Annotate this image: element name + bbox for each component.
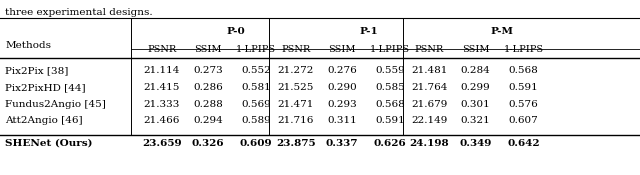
Text: 0.276: 0.276 (327, 66, 356, 75)
Text: Pix2Pix [38]: Pix2Pix [38] (5, 66, 68, 75)
Text: 1-LPIPS: 1-LPIPS (504, 44, 543, 54)
Text: 0.607: 0.607 (509, 116, 538, 125)
Text: 0.569: 0.569 (241, 100, 271, 109)
Text: 0.290: 0.290 (327, 83, 356, 92)
Text: PSNR: PSNR (281, 44, 310, 54)
Text: Att2Angio [46]: Att2Angio [46] (5, 116, 83, 125)
Text: 21.272: 21.272 (278, 66, 314, 75)
Text: 0.552: 0.552 (241, 66, 271, 75)
Text: 21.114: 21.114 (144, 66, 180, 75)
Text: SSIM: SSIM (195, 44, 221, 54)
Text: SSIM: SSIM (462, 44, 489, 54)
Text: 0.568: 0.568 (375, 100, 404, 109)
Text: 0.284: 0.284 (461, 66, 490, 75)
Text: 21.466: 21.466 (144, 116, 180, 125)
Text: 0.326: 0.326 (192, 139, 224, 148)
Text: 0.581: 0.581 (241, 83, 271, 92)
Text: 0.591: 0.591 (375, 116, 404, 125)
Text: 21.471: 21.471 (278, 100, 314, 109)
Text: 24.198: 24.198 (410, 139, 449, 148)
Text: 0.585: 0.585 (375, 83, 404, 92)
Text: 0.286: 0.286 (193, 83, 223, 92)
Text: Fundus2Angio [45]: Fundus2Angio [45] (5, 100, 106, 109)
Text: PSNR: PSNR (415, 44, 444, 54)
Text: 21.481: 21.481 (412, 66, 447, 75)
Text: 21.415: 21.415 (144, 83, 180, 92)
Text: 23.875: 23.875 (276, 139, 316, 148)
Text: P-0: P-0 (226, 27, 245, 36)
Text: 0.589: 0.589 (241, 116, 271, 125)
Text: 21.333: 21.333 (144, 100, 180, 109)
Text: 22.149: 22.149 (412, 116, 447, 125)
Text: 0.273: 0.273 (193, 66, 223, 75)
Text: P-1: P-1 (359, 27, 378, 36)
Text: 21.525: 21.525 (278, 83, 314, 92)
Text: 0.299: 0.299 (461, 83, 490, 92)
Text: PSNR: PSNR (147, 44, 177, 54)
Text: Pix2PixHD [44]: Pix2PixHD [44] (5, 83, 86, 92)
Text: three experimental designs.: three experimental designs. (5, 8, 153, 17)
Text: 0.294: 0.294 (193, 116, 223, 125)
Text: 0.591: 0.591 (509, 83, 538, 92)
Text: 23.659: 23.659 (142, 139, 182, 148)
Text: 0.609: 0.609 (240, 139, 272, 148)
Text: SSIM: SSIM (328, 44, 355, 54)
Text: 1-LPIPS: 1-LPIPS (236, 44, 276, 54)
Text: 0.293: 0.293 (327, 100, 356, 109)
Text: 0.559: 0.559 (375, 66, 404, 75)
Text: 0.288: 0.288 (193, 100, 223, 109)
Text: 0.349: 0.349 (460, 139, 492, 148)
Text: 21.679: 21.679 (412, 100, 447, 109)
Text: 0.301: 0.301 (461, 100, 490, 109)
Text: 0.337: 0.337 (326, 139, 358, 148)
Text: 1-LPIPS: 1-LPIPS (370, 44, 410, 54)
Text: 21.764: 21.764 (412, 83, 447, 92)
Text: 0.642: 0.642 (508, 139, 540, 148)
Text: SHENet (Ours): SHENet (Ours) (5, 139, 93, 148)
Text: Methods: Methods (5, 41, 51, 50)
Text: 0.311: 0.311 (327, 116, 356, 125)
Text: 0.321: 0.321 (461, 116, 490, 125)
Text: 0.576: 0.576 (509, 100, 538, 109)
Text: P-M: P-M (490, 27, 513, 36)
Text: 0.626: 0.626 (373, 139, 406, 148)
Text: 21.716: 21.716 (278, 116, 314, 125)
Text: 0.568: 0.568 (509, 66, 538, 75)
